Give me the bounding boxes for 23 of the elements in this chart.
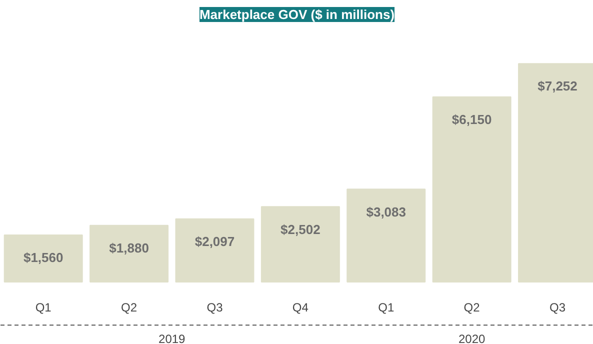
data-label: $2,097: [194, 234, 235, 249]
x-tick-label: Q1: [35, 300, 52, 315]
x-tick-label: Q3: [550, 300, 566, 315]
x-tick-label: Q4: [292, 300, 309, 315]
data-label: $2,502: [280, 222, 320, 237]
bar: [260, 206, 340, 283]
data-label: $3,083: [366, 204, 406, 220]
x-tick-label: Q2: [464, 300, 480, 315]
data-label: $1,560: [23, 250, 64, 266]
data-label: $7,252: [538, 78, 578, 94]
chart-title: Marketplace GOV ($ in millions): [199, 7, 395, 22]
bar: [175, 218, 254, 283]
bar: [346, 188, 426, 283]
bar: [4, 234, 83, 283]
text: 2020: [458, 332, 486, 344]
text: 2019: [158, 332, 186, 344]
x-tick-label: Q1: [378, 300, 394, 315]
x-tick-label: Q3: [206, 300, 224, 315]
bar: [90, 224, 169, 283]
data-label: $1,880: [109, 240, 149, 256]
bar: [432, 96, 512, 283]
data-label: $6,150: [452, 112, 492, 127]
x-tick-label: Q2: [121, 300, 138, 315]
